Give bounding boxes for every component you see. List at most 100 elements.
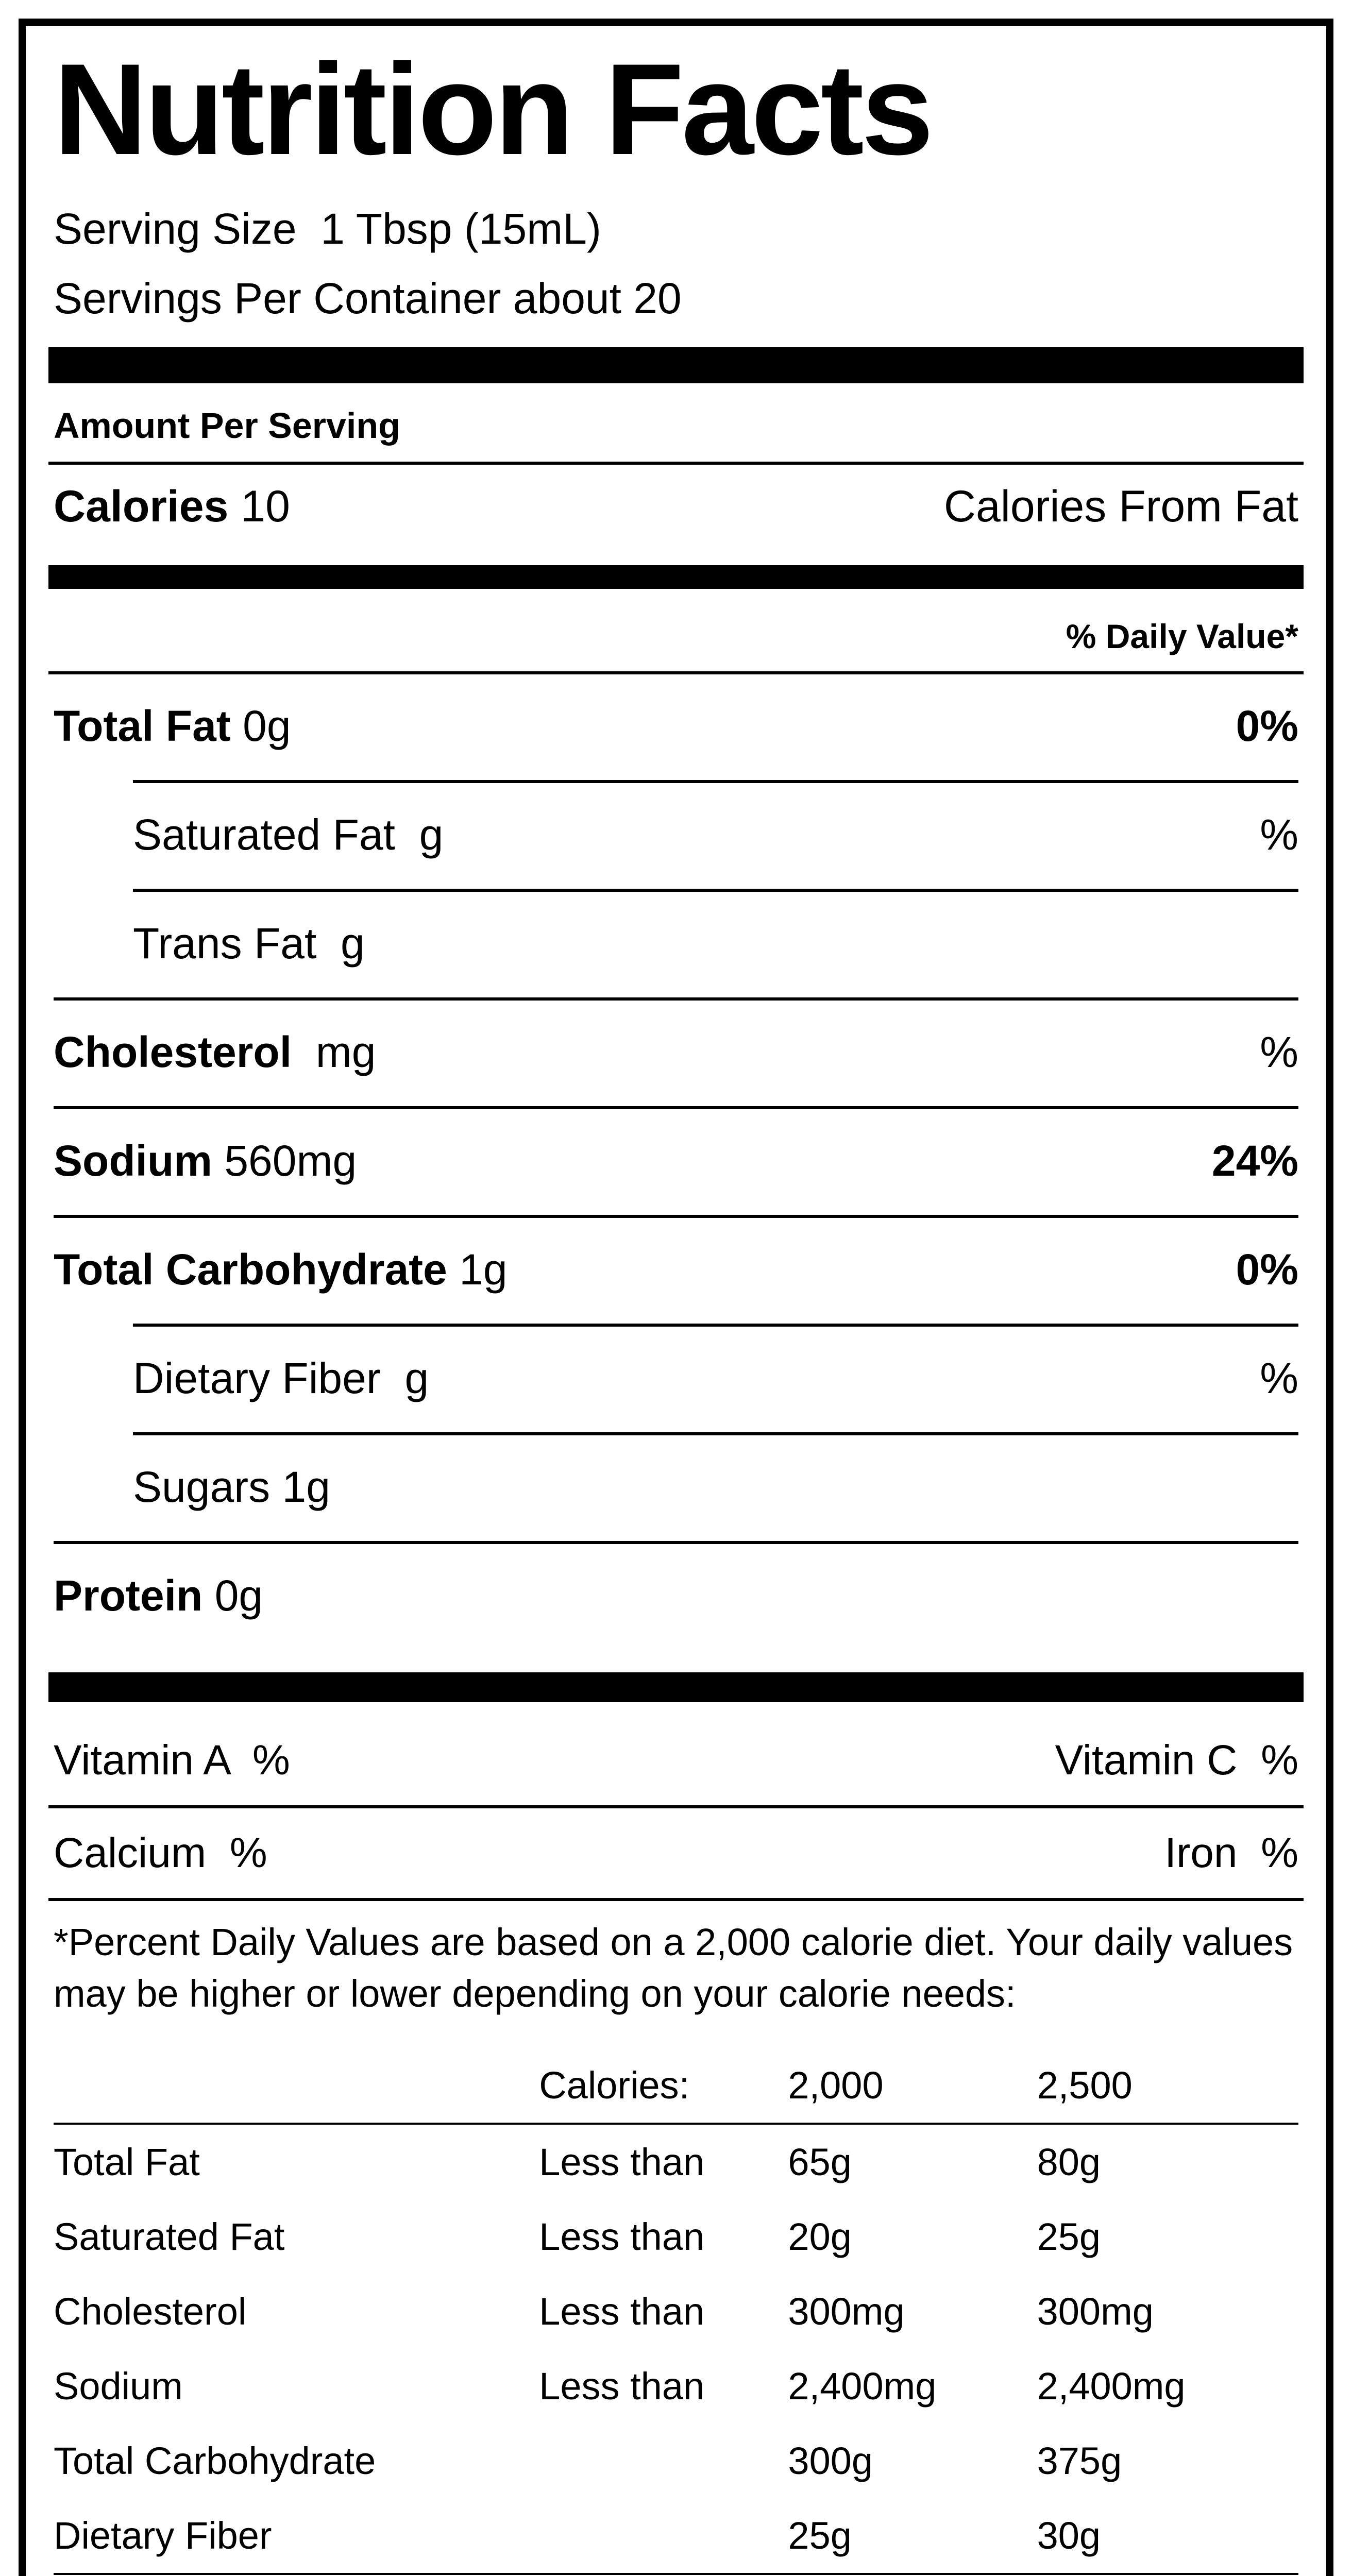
nutrient-amount: 560mg (212, 1136, 357, 1185)
calories-left: Calories 10 (54, 481, 290, 532)
nutrient-row-saturated-fat: Saturated Fat g % (133, 779, 1298, 889)
nutrient-amount: g (316, 919, 365, 968)
table-cell-name: Saturated Fat (54, 2215, 285, 2258)
table-cell-qualifier (539, 2439, 788, 2483)
nutrient-amount: g (395, 810, 444, 859)
table-cell-2500: 80g (1037, 2140, 1101, 2183)
table-cell-2500: 300mg (1037, 2290, 1154, 2333)
nutrient-name: Protein (54, 1571, 203, 1620)
table-header-2000: 2,000 (788, 2063, 884, 2107)
nutrient-amount: g (380, 1353, 429, 1402)
nutrient-amount: 1g (270, 1462, 330, 1511)
table-row-dietary-fiber: Dietary Fiber 25g 30g (54, 2498, 1298, 2573)
calories-label: Calories (54, 481, 229, 531)
table-cell-qualifier (539, 2514, 788, 2557)
iron-label: Iron % (1164, 1829, 1298, 1876)
nutrition-facts-label: Nutrition Facts Serving Size 1 Tbsp (15m… (19, 19, 1333, 2576)
nutrient-dv: 24% (1211, 1136, 1298, 1185)
vitamin-c-label: Vitamin C % (1055, 1736, 1298, 1784)
daily-value-header: % Daily Value* (48, 602, 1304, 674)
nutrient-name: Cholesterol (54, 1027, 292, 1076)
table-header-2500: 2,500 (1037, 2063, 1133, 2107)
table-cell-qualifier: Less than (539, 2290, 705, 2333)
nutrient-dv: % (1260, 1027, 1298, 1076)
nutrient-dv: 0% (1236, 701, 1298, 750)
nutrient-name: Trans Fat (133, 919, 317, 968)
nutrient-name: Sodium (54, 1136, 212, 1185)
nutrient-text: Sodium 560mg (54, 1136, 357, 1186)
calcium-label: Calcium % (54, 1829, 267, 1876)
nutrient-text: Dietary Fiber g (133, 1353, 429, 1403)
table-header-blank (54, 2063, 539, 2107)
table-header-row: Calories: 2,000 2,500 (54, 2048, 1298, 2125)
nutrient-amount: 0g (230, 701, 291, 750)
nutrient-dv: % (1260, 810, 1298, 859)
table-cell-name: Dietary Fiber (54, 2514, 272, 2557)
nutrient-row-sugars: Sugars 1g (133, 1432, 1298, 1541)
nutrient-text: Protein 0g (54, 1571, 263, 1621)
table-cell-2000: 20g (788, 2215, 852, 2258)
table-cell-qualifier: Less than (539, 2215, 705, 2258)
nutrient-name: Total Fat (54, 701, 231, 750)
table-cell-2500: 25g (1037, 2215, 1101, 2258)
table-cell-name: Cholesterol (54, 2290, 247, 2333)
table-cell-qualifier: Less than (539, 2140, 705, 2183)
table-row-total-fat: Total Fat Less than 65g 80g (54, 2125, 1298, 2199)
nutrient-name: Dietary Fiber (133, 1353, 381, 1402)
table-cell-2000: 65g (788, 2140, 852, 2183)
nutrient-text: Sugars 1g (133, 1462, 330, 1512)
nutrient-row-total-carbohydrate: Total Carbohydrate 1g 0% (54, 1214, 1298, 1324)
nutrient-name: Sugars (133, 1462, 271, 1511)
daily-value-table: Calories: 2,000 2,500 Total Fat Less tha… (54, 2048, 1298, 2573)
nutrient-text: Saturated Fat g (133, 810, 443, 860)
nutrient-text: Total Fat 0g (54, 701, 291, 751)
table-row-sodium: Sodium Less than 2,400mg 2,400mg (54, 2349, 1298, 2424)
calories-row: Calories 10 Calories From Fat (48, 461, 1304, 552)
table-row-saturated-fat: Saturated Fat Less than 20g 25g (54, 2199, 1298, 2274)
nutrient-amount: 1g (447, 1245, 508, 1294)
servings-per-container: Servings Per Container about 20 (54, 274, 682, 323)
label-title: Nutrition Facts (54, 37, 934, 182)
table-cell-qualifier: Less than (539, 2364, 705, 2408)
table-cell-2500: 30g (1037, 2514, 1101, 2557)
nutrient-text: Trans Fat g (133, 919, 365, 969)
table-cell-2000: 2,400mg (788, 2364, 937, 2408)
table-cell-2000: 300g (788, 2439, 873, 2482)
nutrient-row-trans-fat: Trans Fat g (133, 888, 1298, 997)
nutrient-dv: % (1260, 1353, 1298, 1402)
nutrient-row-total-fat: Total Fat 0g 0% (54, 674, 1298, 780)
nutrient-text: Cholesterol mg (54, 1027, 376, 1077)
nutrient-amount: mg (292, 1027, 376, 1076)
table-cell-name: Sodium (54, 2364, 183, 2408)
nutrient-text: Total Carbohydrate 1g (54, 1245, 508, 1295)
amount-per-serving-label: Amount Per Serving (54, 405, 400, 446)
vitamin-a-label: Vitamin A % (54, 1736, 290, 1784)
vitamin-row-2: Calcium % Iron % (48, 1805, 1304, 1901)
table-header-calories: Calories: (539, 2063, 690, 2107)
nutrient-row-protein: Protein 0g (54, 1540, 1298, 1650)
table-cell-2000: 25g (788, 2514, 852, 2557)
table-row-cholesterol: Cholesterol Less than 300mg 300mg (54, 2274, 1298, 2349)
nutrient-row-dietary-fiber: Dietary Fiber g % (133, 1323, 1298, 1432)
footnote-text: *Percent Daily Values are based on a 2,0… (54, 1920, 1293, 2015)
separator-bar-vitamins (48, 1672, 1304, 1702)
table-cell-2000: 300mg (788, 2290, 905, 2333)
table-cell-name: Total Carbohydrate (54, 2439, 376, 2482)
vitamin-row-1: Vitamin A % Vitamin C % (48, 1716, 1304, 1805)
nutrient-row-cholesterol: Cholesterol mg % (54, 997, 1298, 1106)
separator-bar-top (48, 347, 1304, 383)
table-cell-2500: 375g (1037, 2439, 1122, 2482)
separator-bar-calories (48, 565, 1304, 589)
calories-per-gram-label: Calories Per Gram (54, 2572, 1298, 2576)
calories-from-fat-label: Calories From Fat (943, 481, 1298, 531)
nutrient-name: Saturated Fat (133, 810, 395, 859)
nutrient-name: Total Carbohydrate (54, 1245, 447, 1294)
serving-size: Serving Size 1 Tbsp (15mL) (54, 205, 601, 253)
table-cell-name: Total Fat (54, 2140, 200, 2183)
table-cell-2500: 2,400mg (1037, 2364, 1186, 2408)
nutrient-amount: 0g (202, 1571, 263, 1620)
nutrient-row-sodium: Sodium 560mg 24% (54, 1106, 1298, 1215)
nutrient-dv: 0% (1236, 1245, 1298, 1294)
calories-value: 10 (228, 481, 290, 531)
table-row-total-carbohydrate: Total Carbohydrate 300g 375g (54, 2424, 1298, 2498)
